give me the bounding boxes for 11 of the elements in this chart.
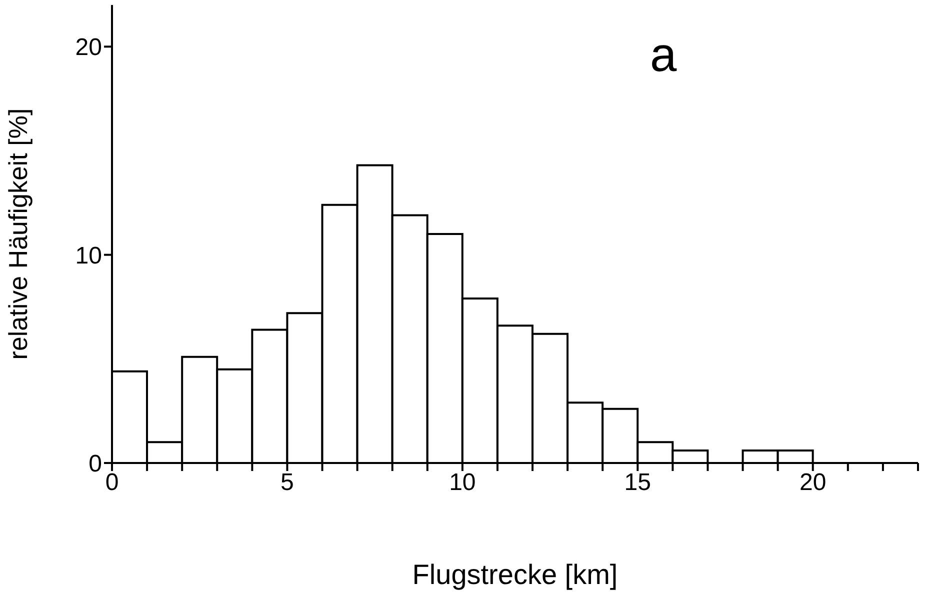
y-axis-title: relative Häufigkeit [%] <box>3 108 34 360</box>
x-axis-title: Flugstrecke [km] <box>412 559 618 590</box>
y-tick-label: 20 <box>75 34 102 62</box>
x-tick-label: 15 <box>624 469 652 496</box>
x-tick-label: 10 <box>449 469 476 496</box>
annotation: a <box>650 28 677 83</box>
y-tick-label: 10 <box>75 242 102 270</box>
x-tick-label: 5 <box>280 469 294 496</box>
y-tick-label: 0 <box>88 450 102 478</box>
x-tick-label: 20 <box>800 469 826 496</box>
x-tick-label: 0 <box>105 469 119 496</box>
